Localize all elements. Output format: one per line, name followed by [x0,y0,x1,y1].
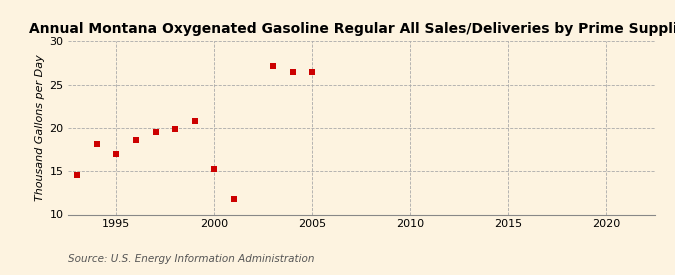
Point [111,152,122,156]
Text: Source: U.S. Energy Information Administration: Source: U.S. Energy Information Administ… [68,254,314,264]
Point [72,172,82,177]
Point [228,197,239,201]
Y-axis label: Thousand Gallons per Day: Thousand Gallons per Day [35,54,45,201]
Point [287,70,298,75]
Title: Annual Montana Oxygenated Gasoline Regular All Sales/Deliveries by Prime Supplie: Annual Montana Oxygenated Gasoline Regul… [28,22,675,36]
Point [91,142,102,147]
Point [306,70,317,75]
Point [189,119,200,123]
Point [209,166,220,171]
Point [151,130,161,134]
Point [130,138,141,142]
Point [267,63,278,68]
Point [169,126,180,131]
